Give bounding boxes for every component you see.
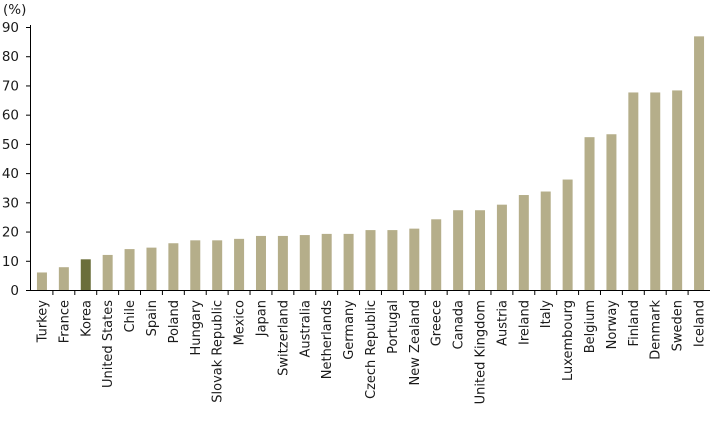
bar-iceland — [694, 36, 705, 291]
x-tick-label: Chile — [123, 300, 138, 333]
x-tick-label: Netherlands — [320, 300, 335, 379]
x-tick-label: Turkey — [35, 300, 50, 344]
bar-portugal — [387, 230, 398, 290]
x-tick-label: France — [57, 300, 72, 343]
bar-denmark — [650, 92, 661, 290]
bar-chile — [124, 249, 135, 290]
bar-slovak-republic — [212, 240, 223, 290]
bar-hungary — [190, 240, 201, 290]
bar-germany — [343, 233, 354, 290]
x-tick-label: Finland — [627, 300, 642, 346]
bar-france — [58, 267, 69, 290]
bar-norway — [606, 134, 617, 290]
y-tick-label: 20 — [2, 225, 19, 241]
bar-mexico — [234, 238, 245, 290]
bar-switzerland — [277, 235, 288, 290]
bar-belgium — [584, 137, 595, 290]
bar-czech-republic — [365, 230, 376, 290]
x-tick-label: Czech Republic — [364, 300, 379, 399]
x-tick-label: Hungary — [189, 300, 204, 356]
y-tick-label: 80 — [2, 49, 19, 65]
bar-greece — [431, 219, 442, 290]
y-axis-unit-label: (%) — [3, 2, 26, 18]
x-tick-label: Sweden — [671, 300, 686, 351]
bar-sweden — [672, 90, 683, 290]
x-tick-label: Mexico — [233, 300, 248, 345]
x-tick-label: Korea — [79, 300, 94, 337]
x-tick-label: Norway — [605, 300, 620, 350]
x-tick-label: Germany — [342, 300, 357, 360]
y-tick-label: 10 — [2, 254, 19, 270]
x-tick-label: Canada — [452, 300, 467, 349]
x-tick-label: Australia — [298, 300, 313, 358]
y-tick-label: 60 — [2, 108, 19, 124]
x-tick-label: United States — [101, 300, 116, 388]
x-tick-label: Austria — [495, 300, 510, 346]
y-tick-label: 40 — [2, 166, 19, 182]
x-tick-label: United Kingdom — [474, 300, 489, 404]
bar-luxembourg — [562, 179, 573, 290]
x-axis: Turkey France Korea United States Chile Spain… — [35, 290, 708, 404]
x-tick-label: Luxembourg — [561, 300, 576, 381]
x-tick-label: Ireland — [517, 300, 532, 345]
bar-italy — [540, 191, 551, 290]
x-tick-label: Italy — [539, 300, 554, 329]
x-tick-label: Slovak Republic — [211, 300, 226, 403]
x-tick-label: Switzerland — [276, 300, 291, 376]
bars — [36, 36, 705, 291]
bar-new-zealand — [409, 228, 420, 290]
bar-australia — [299, 235, 310, 290]
x-tick-label: Greece — [430, 300, 445, 346]
x-tick-label: Denmark — [649, 300, 664, 360]
x-tick-label: Japan — [254, 300, 269, 337]
bar-united-states — [102, 254, 113, 290]
x-tick-label: Spain — [145, 300, 160, 336]
bar-canada — [453, 210, 464, 290]
bar-korea — [80, 259, 91, 290]
bar-japan — [255, 235, 266, 290]
bar-poland — [168, 243, 179, 290]
bar-finland — [628, 92, 639, 290]
y-tick-label: 70 — [2, 78, 19, 94]
bar-turkey — [36, 272, 47, 290]
x-tick-label: New Zealand — [408, 300, 423, 385]
y-tick-label: 0 — [10, 283, 19, 299]
x-tick-label: Belgium — [583, 300, 598, 353]
y-axis: 0 10 20 30 40 50 60 70 80 90 — [2, 20, 31, 299]
y-tick-label: 50 — [2, 137, 19, 153]
bar-spain — [146, 247, 157, 290]
bar-austria — [496, 204, 507, 290]
y-tick-label: 90 — [2, 20, 19, 36]
bar-ireland — [518, 195, 529, 290]
bar-netherlands — [321, 233, 332, 290]
x-tick-label: Poland — [167, 300, 182, 343]
x-tick-label: Iceland — [693, 300, 708, 347]
x-tick-label: Portugal — [386, 300, 401, 354]
y-tick-label: 30 — [2, 195, 19, 211]
bar-united-kingdom — [475, 210, 486, 290]
